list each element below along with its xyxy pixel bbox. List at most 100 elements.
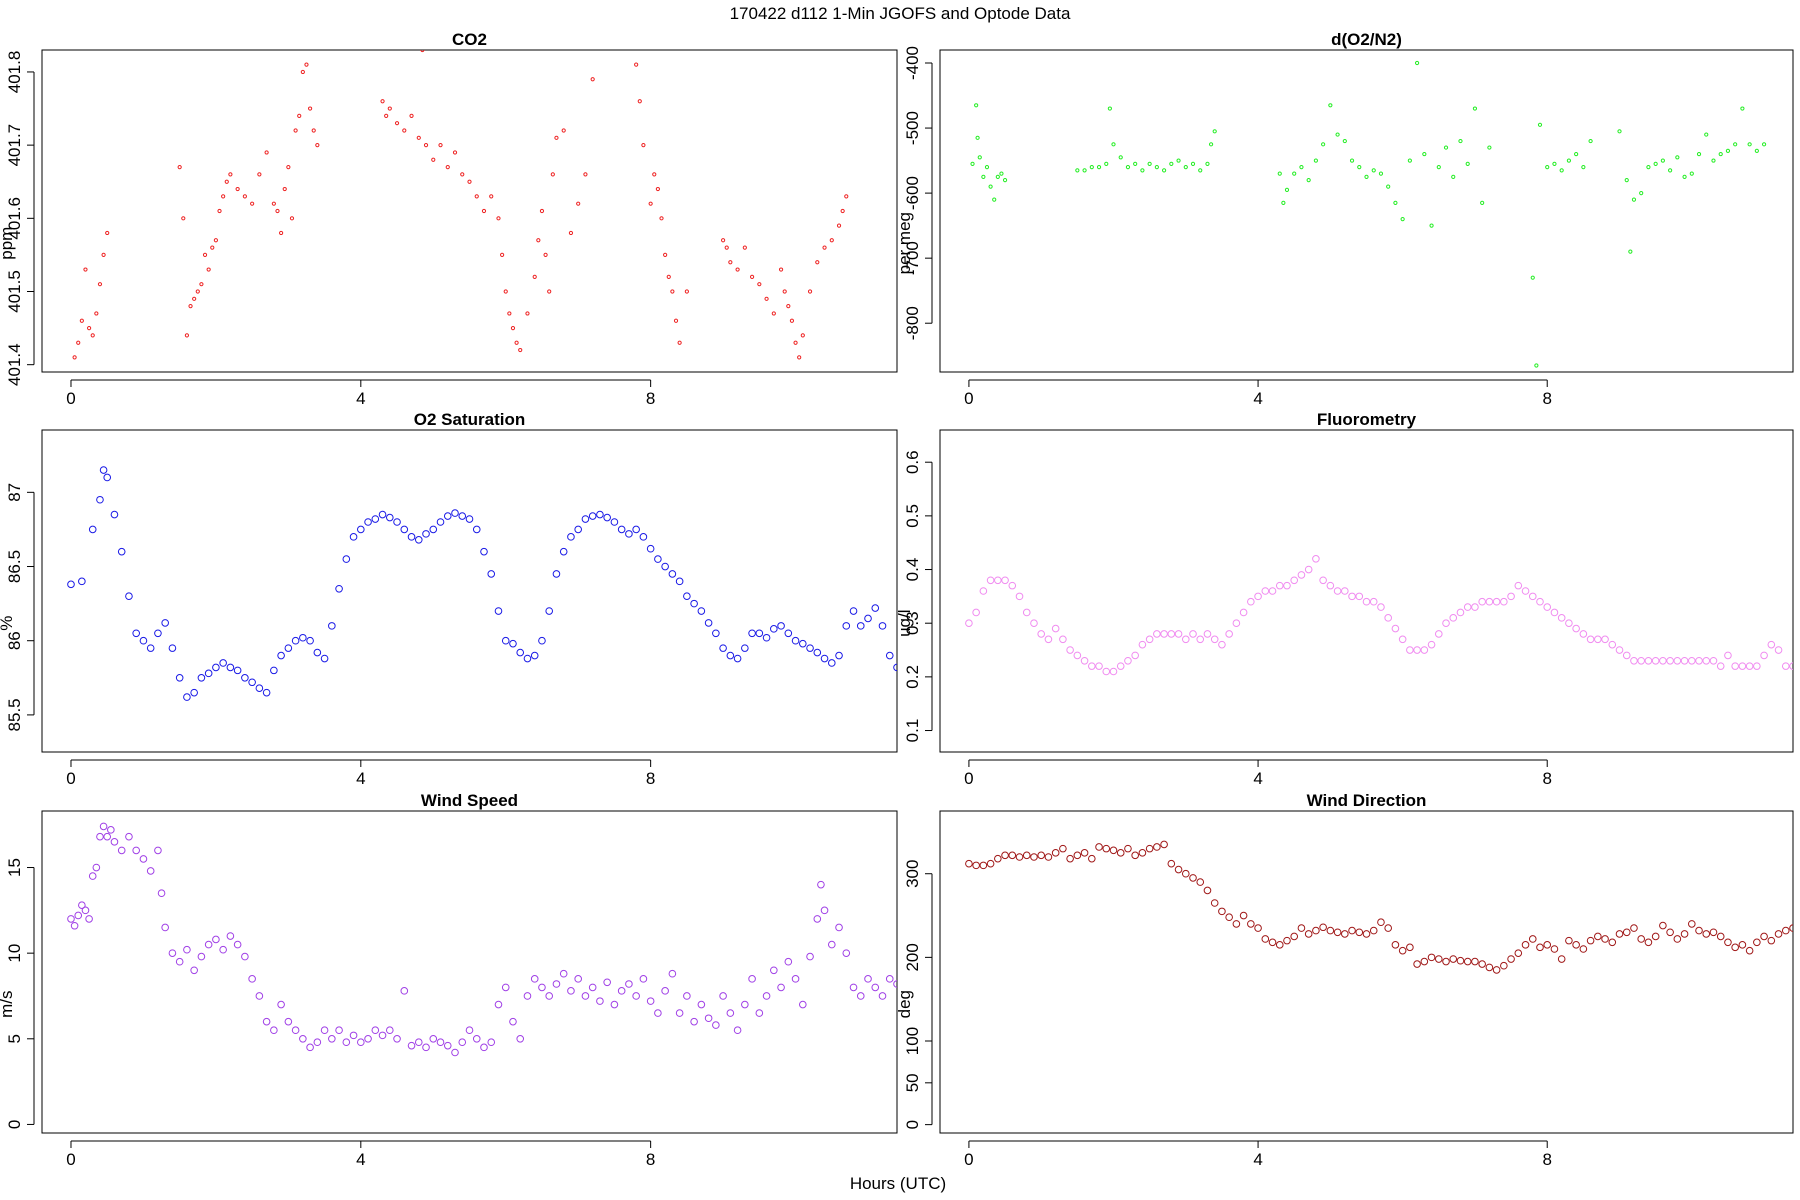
data-point	[1659, 921, 1667, 930]
data-point	[299, 1034, 307, 1043]
data-point	[1371, 168, 1376, 173]
data-point	[1247, 597, 1255, 606]
data-point	[414, 536, 423, 544]
data-point	[683, 992, 691, 1000]
data-point	[1536, 597, 1544, 606]
panel-co2: CO2 ppm 0 4 8 401.4 401.5 401.6 401.7 401.8	[0, 30, 898, 408]
data-point	[175, 957, 184, 966]
data-point	[1333, 587, 1342, 595]
data-point	[972, 608, 980, 617]
data-point	[161, 619, 169, 627]
data-point	[1232, 619, 1241, 628]
data-point	[1095, 843, 1103, 851]
data-point	[342, 1038, 351, 1047]
data-point	[1704, 132, 1709, 137]
data-point	[1434, 630, 1443, 638]
data-point	[1738, 662, 1747, 670]
data-point	[78, 901, 86, 910]
data-point	[856, 622, 865, 630]
data-point	[770, 625, 778, 633]
data-point	[1281, 200, 1286, 205]
data-point	[181, 216, 186, 221]
data-point	[673, 318, 679, 323]
data-point	[1420, 957, 1429, 966]
data-point	[241, 952, 249, 961]
data-point	[451, 1048, 459, 1057]
data-point	[625, 530, 633, 538]
data-point	[409, 113, 414, 118]
data-point	[1102, 844, 1111, 853]
data-point	[1724, 938, 1732, 947]
data-point	[893, 980, 897, 988]
data-point	[545, 607, 554, 615]
data-point	[168, 949, 177, 957]
data-point	[460, 172, 465, 177]
data-point	[677, 340, 682, 345]
y-tick-label: 0.6	[903, 450, 922, 474]
data-point	[979, 861, 988, 870]
data-point	[1321, 142, 1326, 147]
data-point	[235, 186, 240, 192]
data-point	[742, 245, 747, 250]
data-point	[568, 230, 574, 236]
data-point	[1550, 945, 1559, 953]
data-point	[255, 992, 264, 1000]
data-point	[1181, 635, 1190, 644]
data-point	[1131, 851, 1139, 860]
x-tick-label: 8	[646, 769, 655, 788]
data-point	[297, 113, 302, 118]
data-point	[1362, 930, 1371, 938]
data-point	[1116, 662, 1125, 670]
data-point	[197, 952, 206, 961]
data-point	[241, 674, 249, 682]
data-point	[1292, 171, 1297, 176]
data-point	[503, 289, 508, 294]
data-point	[1434, 955, 1443, 963]
data-point	[81, 906, 90, 915]
panel-o2-saturation: O2 Saturation% 0 4 8 85.5 86 86.5 87	[0, 410, 898, 788]
data-point	[1341, 930, 1349, 938]
data-point	[1789, 662, 1793, 670]
data-point	[536, 238, 541, 243]
data-point	[1254, 924, 1262, 932]
data-point	[1160, 840, 1168, 849]
data-point	[567, 987, 575, 995]
plot-frame	[41, 810, 898, 1134]
data-point	[784, 629, 793, 638]
data-point	[255, 684, 264, 692]
data-point	[1644, 656, 1653, 665]
x-tick-label: 4	[1253, 1150, 1262, 1169]
data-point	[378, 510, 387, 519]
data-point	[248, 975, 256, 983]
data-point	[422, 530, 430, 538]
data-point	[1774, 646, 1783, 654]
data-point	[277, 1000, 285, 1009]
data-point	[817, 880, 825, 889]
data-point	[1594, 635, 1602, 644]
data-point	[1181, 869, 1190, 878]
data-point	[1104, 161, 1109, 166]
data-point	[289, 216, 295, 221]
data-point	[827, 940, 836, 949]
data-point	[197, 674, 206, 682]
data-point	[88, 525, 97, 534]
data-point	[871, 983, 880, 992]
y-tick-label: 401.8	[5, 51, 24, 94]
data-point	[659, 216, 664, 221]
data-point	[1140, 168, 1145, 173]
data-point	[1528, 935, 1537, 943]
data-point	[552, 570, 561, 578]
data-point	[1615, 646, 1624, 654]
data-point	[494, 607, 503, 615]
data-point	[1362, 597, 1371, 606]
data-point	[364, 1034, 372, 1043]
data-point	[154, 846, 162, 855]
data-point	[690, 1017, 698, 1026]
data-point	[523, 654, 532, 663]
data-point	[844, 194, 849, 199]
y-tick-label: -600	[903, 176, 922, 210]
data-point	[596, 997, 604, 1005]
data-point	[465, 1026, 474, 1035]
data-point	[777, 983, 785, 992]
data-point	[242, 194, 247, 199]
